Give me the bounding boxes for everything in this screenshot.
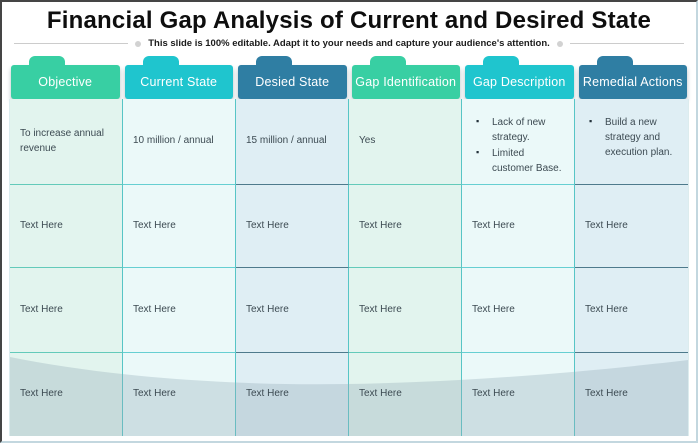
subtitle-divider-right: [569, 43, 684, 44]
cell-text: Text Here: [20, 219, 63, 231]
cell-text: Text Here: [246, 303, 289, 315]
table-cell-r4-c6: Text Here: [575, 353, 688, 436]
column-tab-objective: Objective: [11, 56, 120, 99]
column-tab-gap-description: Gap Description: [465, 56, 574, 99]
cell-text: 15 million / annual: [246, 135, 327, 147]
cell-text: Text Here: [585, 219, 628, 231]
table-header-row: Objective Current State Desied State Gap Id…: [9, 53, 689, 99]
column-tab-remedial-actions: Remedial Actions: [578, 56, 687, 99]
cell-text: Text Here: [246, 219, 289, 231]
cell-text: Text Here: [472, 388, 515, 400]
subtitle-row: This slide is 100% editable. Adapt it to…: [14, 38, 684, 49]
cell-text: Text Here: [20, 303, 63, 315]
tab-bump: [256, 56, 293, 70]
cell-text: Text Here: [133, 219, 176, 231]
column-header-label: Current State: [140, 75, 218, 89]
table-cell-r1-c4: Yes: [349, 99, 462, 185]
table-cell-r4-c1: Text Here: [10, 353, 123, 436]
table-cell-r3-c1: Text Here: [10, 268, 123, 353]
cell-text: Text Here: [585, 303, 628, 315]
column-header-label: Objective: [38, 75, 93, 89]
bullet-item: Limited customer Base.: [476, 146, 566, 176]
table-cell-r2-c6: Text Here: [575, 185, 688, 268]
table-cell-r4-c3: Text Here: [236, 353, 349, 436]
table-cell-r4-c4: Text Here: [349, 353, 462, 436]
bottom-margin: [2, 436, 696, 441]
table-cell-r1-c5: Lack of new strategy.Limited customer Ba…: [462, 99, 575, 185]
cell-text: Text Here: [359, 303, 402, 315]
bullet-item: Build a new strategy and execution plan.: [589, 115, 680, 160]
slide-title: Financial Gap Analysis of Current and De…: [46, 7, 652, 34]
subtitle-divider-left: [14, 43, 129, 44]
cell-text: To increase annual revenue: [20, 128, 104, 154]
tab-bump: [483, 56, 520, 70]
table-cell-r2-c2: Text Here: [123, 185, 236, 268]
table-body: To increase annual revenue 10 million / a…: [9, 99, 689, 436]
column-header-label: Desied State: [255, 75, 330, 89]
cell-text: 10 million / annual: [133, 135, 214, 147]
cell-text: Text Here: [133, 303, 176, 315]
column-tab-current-state: Current State: [124, 56, 233, 99]
cell-text: Text Here: [472, 219, 515, 231]
gap-analysis-table: Objective Current State Desied State Gap Id…: [9, 53, 689, 436]
tab-bump: [369, 56, 406, 70]
table-cell-r2-c1: Text Here: [10, 185, 123, 268]
table-cell-r4-c5: Text Here: [462, 353, 575, 436]
bullet-item: Lack of new strategy.: [476, 115, 566, 145]
cell-text: Text Here: [359, 388, 402, 400]
column-header-label: Gap Identification: [355, 75, 457, 89]
cell-text: Text Here: [472, 303, 515, 315]
bullet-list: Build a new strategy and execution plan.: [585, 115, 680, 161]
tab-bump: [142, 56, 179, 70]
table-cell-r1-c1: To increase annual revenue: [10, 99, 123, 185]
table-cell-r1-c6: Build a new strategy and execution plan.: [575, 99, 688, 185]
table-cell-r4-c2: Text Here: [123, 353, 236, 436]
table-cell-r3-c3: Text Here: [236, 268, 349, 353]
column-tab-desied-state: Desied State: [238, 56, 347, 99]
subtitle-dot-left: [135, 40, 142, 47]
column-header-label: Remedial Actions: [582, 75, 683, 89]
table-cell-r1-c3: 15 million / annual: [236, 99, 349, 185]
bullet-list: Lack of new strategy.Limited customer Ba…: [472, 115, 566, 177]
table-cell-r1-c2: 10 million / annual: [123, 99, 236, 185]
table-cell-r2-c5: Text Here: [462, 185, 575, 268]
tab-bump: [29, 56, 66, 70]
table-cell-r3-c4: Text Here: [349, 268, 462, 353]
cell-text: Text Here: [20, 388, 63, 400]
column-header-label: Gap Description: [472, 75, 566, 89]
cell-text: Text Here: [133, 388, 176, 400]
table-cell-r3-c5: Text Here: [462, 268, 575, 353]
table-cell-r3-c2: Text Here: [123, 268, 236, 353]
cell-text: Text Here: [585, 388, 628, 400]
cell-text: Text Here: [246, 388, 289, 400]
table-cell-r3-c6: Text Here: [575, 268, 688, 353]
table-cell-r2-c4: Text Here: [349, 185, 462, 268]
tab-bump: [596, 56, 633, 70]
column-tab-gap-identification: Gap Identification: [351, 56, 460, 99]
cell-text: Yes: [359, 135, 376, 147]
cell-text: Text Here: [359, 219, 402, 231]
table-cell-r2-c3: Text Here: [236, 185, 349, 268]
slide-subtitle: This slide is 100% editable. Adapt it to…: [148, 38, 550, 49]
subtitle-dot-right: [556, 40, 563, 47]
